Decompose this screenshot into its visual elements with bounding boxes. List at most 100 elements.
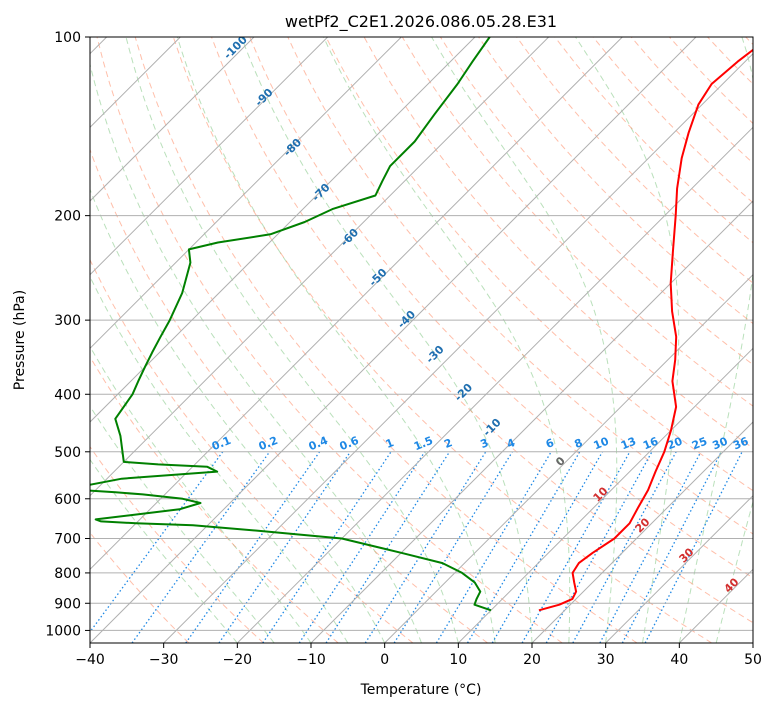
x-tick-label: 50 [744, 652, 762, 668]
mixing-ratio-label: 8 [572, 436, 584, 451]
y-tick-label: 1000 [45, 623, 81, 639]
x-axis-ticks: −40 −30 −20 −10 0 10 20 30 40 50 [75, 643, 762, 668]
mixing-ratio-line [435, 451, 552, 643]
dry-adiabat-line [90, 531, 190, 643]
mixing-ratio-lines [90, 451, 743, 643]
y-axis-label: Pressure (hPa) [12, 290, 28, 390]
x-tick-label: 20 [523, 652, 541, 668]
mixing-ratio-line [521, 451, 631, 643]
isotherm-line [90, 37, 623, 571]
isotherm-line [90, 37, 697, 643]
dry-adiabat-line [439, 37, 753, 366]
moist-adiabats [90, 37, 753, 643]
isotherm-label: 40 [722, 575, 742, 595]
moist-adiabat-line [575, 37, 680, 643]
mixing-ratio-line [393, 451, 513, 643]
dry-adiabat-line [172, 37, 712, 643]
isotherm-line [752, 642, 753, 643]
mixing-ratio-label: 2 [442, 436, 454, 451]
dry-adiabat-line [134, 37, 638, 643]
dry-adiabat-line [325, 37, 753, 492]
x-tick-label: 40 [670, 652, 688, 668]
dry-adiabat-label: -70 [309, 181, 332, 204]
mixing-ratio-line [364, 451, 487, 643]
moist-adiabat-line [90, 345, 312, 643]
x-tick-label: 0 [380, 652, 389, 668]
mixing-ratio-label: 1 [384, 436, 396, 451]
moist-adiabat-line [715, 499, 753, 643]
dry-adiabat-line [249, 37, 753, 579]
y-tick-label: 900 [54, 596, 81, 612]
moist-adiabat-line [90, 458, 238, 643]
dry-adiabat-label: -80 [281, 136, 304, 159]
isotherm-line [384, 273, 753, 643]
mixing-ratio-line [218, 451, 351, 643]
mixing-ratio-label: 0.1 [210, 434, 233, 453]
x-tick-label: −10 [296, 652, 326, 668]
isotherm-line [90, 37, 476, 423]
skewed-isotherms [90, 37, 753, 643]
isotherm-line [163, 52, 753, 643]
isotherm-line [236, 126, 753, 643]
dry-adiabat-line [96, 37, 563, 643]
mixing-ratio-label: 0.4 [307, 434, 330, 453]
dry-adiabats [90, 37, 753, 643]
dry-adiabat-line [90, 355, 339, 643]
dry-adiabat-line [90, 148, 488, 643]
dry-adiabat-line [516, 37, 753, 284]
y-axis-ticks: 100 200 300 400 500 600 700 800 900 1000 [45, 30, 90, 639]
isotherm-line [90, 37, 550, 497]
moist-adiabat-line [323, 37, 571, 643]
mixing-ratio-line [90, 451, 224, 633]
y-tick-label: 600 [54, 492, 81, 508]
isobar-gridlines [90, 37, 753, 631]
isotherm-line [531, 421, 753, 643]
y-tick-label: 300 [54, 313, 81, 329]
mixing-ratio-line [599, 451, 702, 643]
x-tick-label: 10 [449, 652, 467, 668]
x-tick-label: −20 [223, 652, 253, 668]
temperature-line [538, 48, 753, 612]
x-axis-label: Temperature (°C) [360, 682, 482, 698]
dry-adiabat-line [478, 37, 753, 325]
chart-title: wetPf2_C2E1.2026.086.05.28.E31 [285, 12, 557, 32]
isotherm-label: 30 [677, 545, 697, 565]
mixing-ratio-label: 3 [478, 436, 490, 451]
x-tick-label: 30 [597, 652, 615, 668]
dry-adiabat-label: -40 [395, 308, 418, 331]
mixing-ratio-line [185, 451, 321, 643]
mixing-ratio-line [644, 451, 743, 643]
mixing-ratio-label: 16 [641, 435, 660, 453]
dry-adiabat-label: -50 [366, 266, 389, 289]
dry-adiabat-line [554, 37, 753, 244]
plot-frame [89, 36, 754, 644]
y-tick-label: 100 [54, 30, 81, 46]
x-tick-label: −40 [75, 652, 105, 668]
moist-adiabat-line [90, 188, 386, 643]
mixing-ratio-label: 10 [592, 435, 611, 453]
dry-adiabat-line [707, 37, 753, 85]
moist-adiabat-line [125, 37, 459, 643]
y-tick-label: 400 [54, 387, 81, 403]
moist-adiabat-line [90, 275, 349, 643]
moist-adiabat-line [678, 37, 753, 643]
mixing-ratio-label: 0.2 [257, 434, 280, 453]
mixing-ratio-line [572, 451, 677, 643]
moist-adiabat-line [240, 37, 533, 643]
isotherm-line [90, 37, 329, 276]
y-tick-label: 200 [54, 209, 81, 225]
y-tick-label: 800 [54, 566, 81, 582]
mixing-ratio-label: 30 [711, 435, 730, 453]
isotherm-label: 20 [633, 515, 653, 535]
mixing-ratio-line [325, 451, 451, 643]
mixing-ratio-label: 20 [665, 435, 684, 453]
moist-adiabat-line [431, 37, 618, 643]
mixing-ratio-label: 36 [731, 435, 750, 453]
isotherm-line [457, 347, 753, 643]
dewpoint-line [90, 37, 492, 612]
dry-adiabat-line [745, 37, 753, 46]
y-tick-label: 700 [54, 532, 81, 548]
dry-adiabat-line [90, 258, 414, 643]
mixing-ratio-label: 13 [619, 435, 638, 453]
